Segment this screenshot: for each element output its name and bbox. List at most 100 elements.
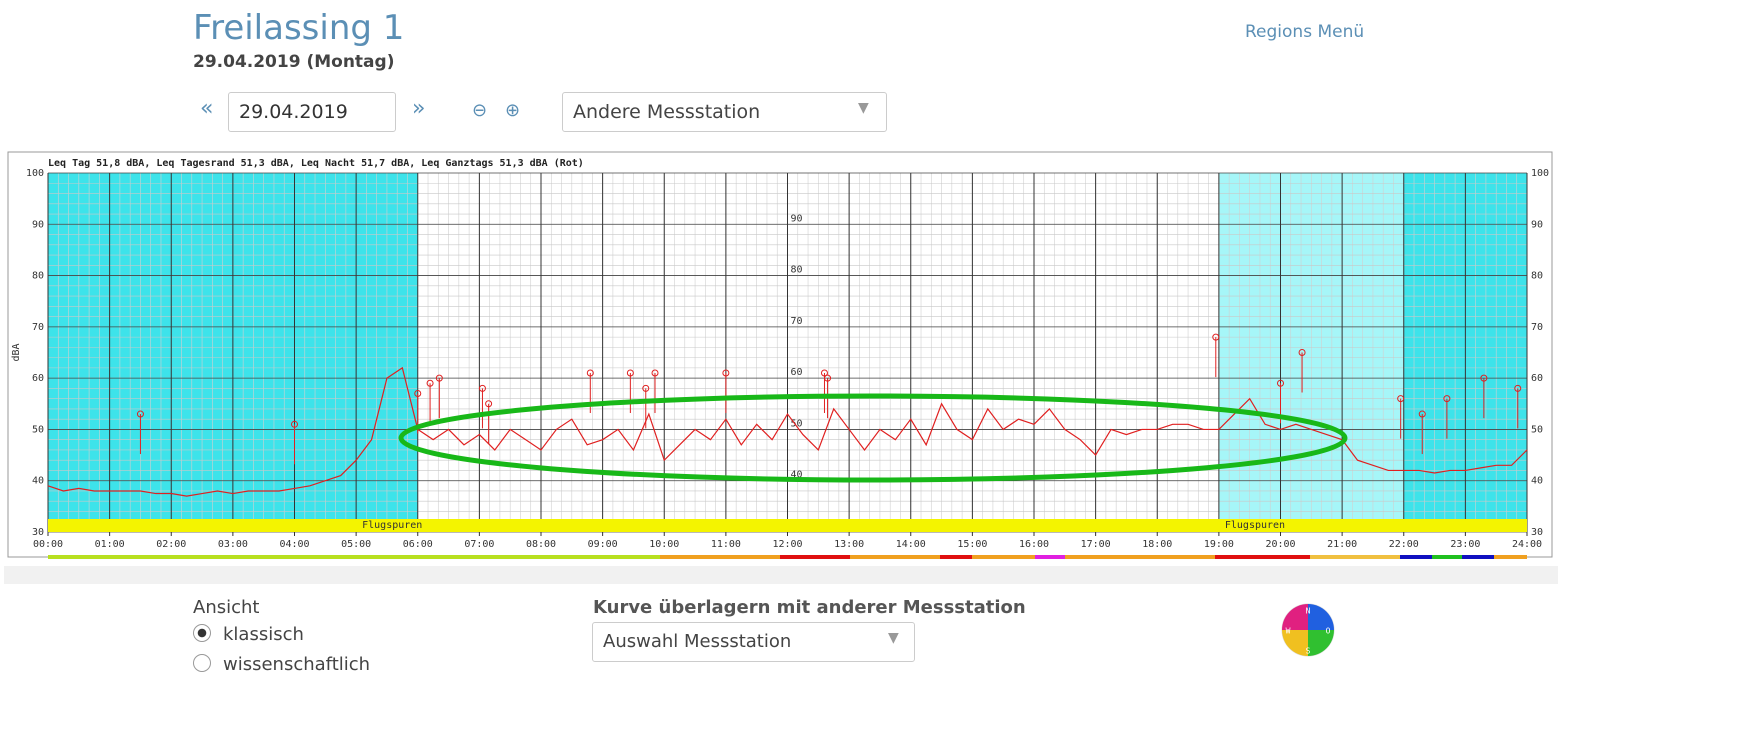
peak-marker	[1514, 384, 1522, 392]
y-tick-label: 80	[1531, 271, 1543, 282]
peak-marker	[642, 384, 650, 392]
peak-marker	[136, 410, 144, 418]
peak-marker	[824, 374, 832, 382]
y-tick-label: 40	[32, 476, 44, 487]
x-tick-label: 05:00	[341, 539, 371, 550]
chart-title: Leq Tag 51,8 dBA, Leq Tagesrand 51,3 dBA…	[48, 158, 584, 169]
overlay-label: Kurve überlagern mit anderer Messstation	[593, 597, 1026, 618]
x-tick-label: 03:00	[218, 539, 248, 550]
y-tick-label: 40	[1531, 476, 1543, 487]
peak-marker	[586, 369, 594, 377]
x-tick-label: 02:00	[156, 539, 186, 550]
x-tick-label: 20:00	[1265, 539, 1295, 550]
x-tick-label: 21:00	[1327, 539, 1357, 550]
highlight-ellipse	[398, 393, 1348, 483]
compass-rose: N O S W	[1281, 603, 1335, 657]
y-tick-label: 40	[791, 470, 803, 481]
y-tick-label: 30	[32, 527, 44, 538]
y-tick-label: 50	[1531, 424, 1543, 435]
flight-track-band	[48, 519, 1527, 532]
peak-marker	[1443, 395, 1451, 403]
x-tick-label: 16:00	[1019, 539, 1049, 550]
peak-marker	[414, 390, 422, 398]
y-tick-label: 70	[1531, 322, 1543, 333]
y-tick-label: 100	[1531, 168, 1549, 179]
peak-marker	[1212, 333, 1220, 341]
chart: 30 30 40 40 40 50 50 50 60 60 60 70 70 70 80 80 80 90 90 90…	[4, 151, 1558, 584]
y-tick-label: 60	[32, 373, 44, 384]
regions-menu[interactable]: Regions Menü	[1245, 22, 1365, 42]
status-strip	[1462, 555, 1494, 559]
annotation: Flugspuren	[1225, 520, 1285, 531]
peak-marker	[1277, 379, 1284, 387]
option-text: wissenschaftlich	[223, 654, 371, 675]
peak-marker	[820, 369, 828, 377]
x-tick-label: 14:00	[896, 539, 926, 550]
status-strip	[1400, 555, 1432, 559]
x-tick-label: 10:00	[649, 539, 679, 550]
zoom-out[interactable]: ⊖	[472, 100, 488, 121]
x-tick-label: 00:00	[33, 539, 63, 550]
status-strip	[850, 555, 940, 559]
x-tick-label: 24:00	[1512, 539, 1542, 550]
status-strip	[1065, 555, 1215, 559]
date-subtitle: 29.04.2019 (Montag)	[193, 52, 395, 72]
compass-letter: O	[1326, 627, 1331, 636]
station-select[interactable]: Andere Messstation	[562, 92, 887, 132]
view-label: Ansicht	[193, 597, 260, 618]
status-strip	[940, 555, 972, 559]
peak-marker	[1480, 374, 1488, 382]
peak-marker	[1418, 410, 1426, 418]
x-tick-label: 15:00	[957, 539, 987, 550]
overlay-select[interactable]: Auswahl Messstation	[592, 622, 915, 662]
x-tick-label: 11:00	[711, 539, 741, 550]
peak-marker	[435, 374, 443, 382]
y-tick-label: 50	[791, 418, 803, 429]
peak-marker	[426, 379, 434, 387]
date-input[interactable]: 29.04.2019	[228, 92, 396, 132]
x-tick-label: 19:00	[1204, 539, 1234, 550]
peak-marker	[485, 400, 493, 408]
status-strip	[972, 555, 1035, 559]
select-arrow: ▼	[858, 100, 869, 116]
peak-marker	[478, 384, 486, 392]
noise-line	[47, 366, 1528, 497]
x-tick-label: 12:00	[772, 539, 802, 550]
x-tick-label: 18:00	[1142, 539, 1172, 550]
select-arrow: ▼	[888, 630, 899, 646]
status-strip	[1035, 555, 1065, 559]
view-option[interactable]: wissenschaftlich	[193, 654, 370, 675]
y-tick-label: 70	[791, 316, 803, 327]
peak-marker	[1298, 349, 1306, 356]
peak-marker	[291, 420, 298, 428]
compass-sector	[1308, 604, 1334, 630]
y-tick-label: 90	[1531, 219, 1543, 230]
x-tick-label: 17:00	[1081, 539, 1111, 550]
y-axis-label: dBA	[11, 343, 22, 361]
status-strip	[1310, 555, 1400, 559]
compass-letter: W	[1286, 627, 1291, 636]
x-tick-label: 08:00	[526, 539, 556, 550]
y-tick-label: 80	[32, 271, 44, 282]
status-strip	[660, 555, 780, 559]
y-tick-label: 70	[32, 322, 44, 333]
y-tick-label: 50	[32, 424, 44, 435]
x-tick-label: 06:00	[403, 539, 433, 550]
compass-sector	[1308, 630, 1334, 656]
status-strip	[780, 555, 850, 559]
prev-day[interactable]: «	[200, 96, 214, 121]
peak-marker	[651, 369, 659, 377]
compass-sector	[1282, 604, 1308, 630]
view-option[interactable]: klassisch	[193, 624, 304, 645]
x-tick-label: 07:00	[464, 539, 494, 550]
next-day[interactable]: »	[412, 96, 426, 121]
compass-letter: S	[1306, 647, 1311, 656]
x-tick-label: 09:00	[588, 539, 618, 550]
peak-marker	[626, 369, 634, 377]
zoom-in[interactable]: ⊕	[505, 100, 521, 121]
compass-sector	[1282, 630, 1308, 656]
x-tick-label: 23:00	[1450, 539, 1480, 550]
annotation: Flugspuren	[362, 520, 422, 531]
x-tick-label: 04:00	[279, 539, 309, 550]
